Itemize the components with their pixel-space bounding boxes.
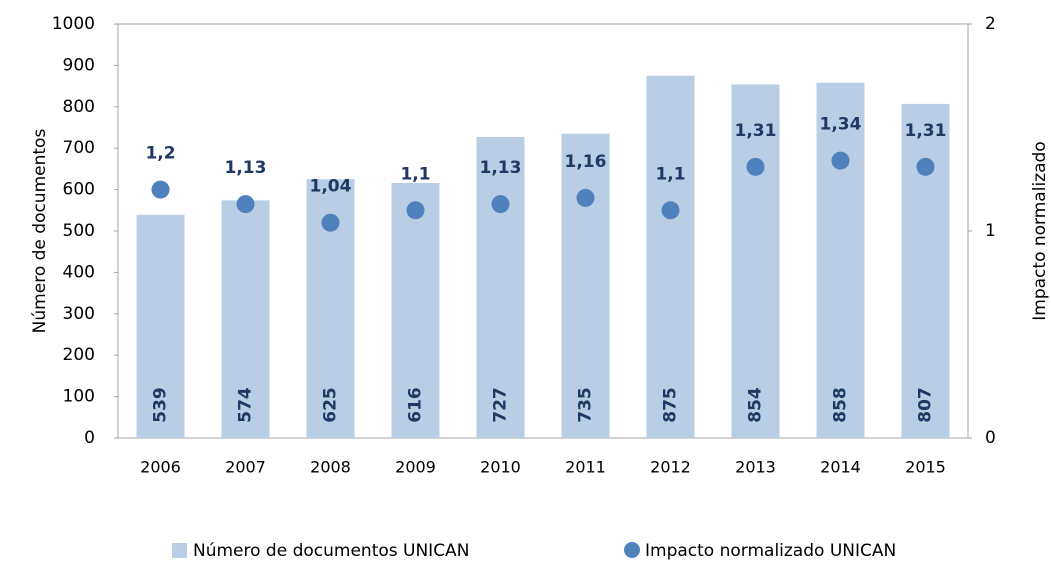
x-tick-label: 2010: [480, 458, 521, 477]
y-tick-label: 0: [84, 428, 95, 448]
dot: [491, 195, 510, 214]
y-tick-label: 700: [63, 138, 95, 158]
legend-swatch: [172, 543, 187, 558]
dot: [321, 213, 340, 232]
bar-label: 616: [406, 387, 426, 423]
bar: [816, 82, 865, 439]
bar: [561, 133, 610, 438]
bar-label: 539: [151, 387, 171, 423]
x-tick-label: 2014: [820, 458, 861, 477]
dot-label: 1,1: [400, 164, 430, 184]
dot-label: 1,31: [905, 121, 947, 141]
dot-label: 1,13: [225, 158, 267, 178]
bar-label: 807: [916, 387, 936, 423]
dot-label: 1,34: [820, 115, 862, 135]
legend-label: Número de documentos UNICAN: [193, 541, 469, 561]
bar-label: 625: [321, 387, 341, 423]
x-tick-label: 2007: [225, 458, 266, 477]
bar: [646, 75, 695, 438]
y-tick-label: 400: [63, 262, 95, 282]
dot-label: 1,04: [310, 177, 352, 197]
dot-label: 1,31: [735, 121, 777, 141]
legend-swatch: [624, 542, 640, 558]
bar-label: 854: [746, 387, 766, 423]
y2-tick-label: 2: [985, 14, 996, 34]
y-tick-label: 100: [63, 387, 95, 407]
dot-label: 1,13: [480, 158, 522, 178]
dot-label: 1,1: [655, 164, 685, 184]
bar: [136, 214, 185, 438]
y2-tick-label: 0: [985, 428, 996, 448]
x-tick-label: 2008: [310, 458, 351, 477]
y-tick-label: 500: [63, 221, 95, 241]
bar: [221, 200, 270, 438]
dot: [576, 188, 595, 207]
x-tick-label: 2012: [650, 458, 691, 477]
y-axis-title: Número de documentos: [30, 129, 50, 334]
dot: [151, 180, 170, 199]
bar: [476, 137, 525, 438]
dot: [236, 195, 255, 214]
y-tick-label: 200: [63, 345, 95, 365]
bar: [391, 182, 440, 438]
dot: [916, 157, 935, 176]
y-tick-label: 1000: [52, 14, 95, 34]
dot: [406, 201, 425, 220]
bar-label: 727: [491, 387, 511, 423]
dot: [746, 157, 765, 176]
dot-label: 1,2: [145, 144, 175, 164]
y2-axis-title: Impacto normalizado: [1030, 141, 1050, 320]
dot: [661, 201, 680, 220]
bar-label: 574: [236, 387, 256, 423]
x-tick-label: 2015: [905, 458, 946, 477]
bar-label: 875: [661, 387, 681, 423]
y-tick-label: 900: [63, 55, 95, 75]
x-tick-label: 2009: [395, 458, 436, 477]
y-tick-label: 800: [63, 97, 95, 117]
y2-tick-label: 1: [985, 221, 996, 241]
y-tick-label: 300: [63, 304, 95, 324]
x-tick-label: 2011: [565, 458, 606, 477]
bar: [731, 84, 780, 438]
dot-label: 1,16: [565, 152, 607, 172]
y-tick-label: 600: [63, 180, 95, 200]
legend-label: Impacto normalizado UNICAN: [645, 541, 896, 561]
bar-label: 735: [576, 387, 596, 423]
x-tick-label: 2006: [140, 458, 181, 477]
bar-label: 858: [831, 387, 851, 423]
x-tick-label: 2013: [735, 458, 776, 477]
dot: [831, 151, 850, 170]
